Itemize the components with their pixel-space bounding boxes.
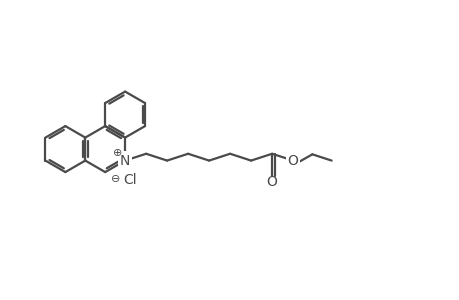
Text: N: N (120, 154, 130, 168)
Text: $\ominus$: $\ominus$ (110, 172, 120, 184)
Text: O: O (287, 154, 298, 168)
Text: Cl: Cl (123, 173, 136, 187)
Text: $\oplus$: $\oplus$ (112, 147, 122, 158)
Text: O: O (266, 175, 277, 189)
